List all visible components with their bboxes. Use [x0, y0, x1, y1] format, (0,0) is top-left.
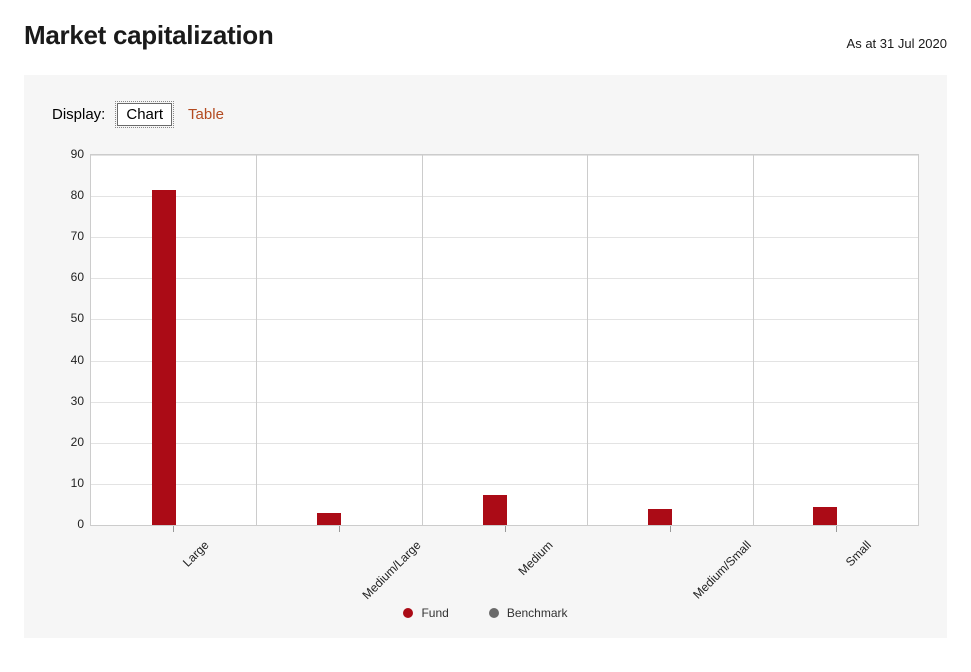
chart-gridline-h: [91, 443, 918, 444]
chart-gridline-v: [587, 155, 588, 525]
chart-gridline-h: [91, 484, 918, 485]
legend-swatch: [489, 608, 499, 618]
tab-chart[interactable]: Chart: [117, 103, 172, 126]
legend-label: Benchmark: [507, 606, 568, 620]
chart-y-tick-label: 50: [71, 311, 84, 325]
legend-swatch: [403, 608, 413, 618]
chart-x-axis: LargeMedium/LargeMediumMedium/SmallSmall: [90, 526, 919, 596]
chart-x-tick-label: Small: [843, 538, 874, 569]
chart-y-tick-label: 90: [71, 147, 84, 161]
chart-plot-area: [91, 155, 918, 525]
chart-gridline-h: [91, 237, 918, 238]
chart-y-tick-label: 20: [71, 435, 84, 449]
chart-y-tick-label: 0: [77, 517, 84, 531]
chart-y-tick-label: 70: [71, 229, 84, 243]
chart-x-tick-mark: [339, 526, 340, 532]
legend-item: Fund: [403, 606, 448, 620]
legend-label: Fund: [421, 606, 448, 620]
chart-y-tick-label: 60: [71, 270, 84, 284]
chart-gridline-v: [256, 155, 257, 525]
chart-x-tick-label: Large: [180, 538, 212, 570]
chart-x-tick-label: Medium/Large: [359, 538, 423, 602]
display-label: Display:: [52, 106, 105, 123]
chart-x-tick-mark: [836, 526, 837, 532]
chart-y-tick-label: 30: [71, 394, 84, 408]
legend-item: Benchmark: [489, 606, 568, 620]
chart-bar: [152, 190, 176, 525]
chart-y-axis: 0102030405060708090: [52, 154, 90, 524]
chart-bar: [648, 509, 672, 525]
chart-bar: [813, 507, 837, 526]
chart-x-tick-label: Medium/Small: [691, 538, 755, 602]
chart-x-tick-mark: [505, 526, 506, 532]
tab-table[interactable]: Table: [184, 104, 228, 125]
chart-gridline-h: [91, 278, 918, 279]
chart-x-tick-mark: [670, 526, 671, 532]
chart-x-tick-label: Medium: [515, 538, 555, 578]
chart-gridline-h: [91, 319, 918, 320]
chart-bar: [317, 513, 341, 525]
chart-gridline-h: [91, 402, 918, 403]
chart-panel: Display: Chart Table 0 10 20 30 40 50 60 70 80 90…: [24, 75, 947, 638]
chart-y-tick-label: 10: [71, 476, 84, 490]
chart-legend: Fund Benchmark: [52, 606, 919, 620]
chart-gridline-h: [91, 196, 918, 197]
chart-x-tick-mark: [173, 526, 174, 532]
chart-y-tick-label: 80: [71, 188, 84, 202]
chart-y-tick-label: 40: [71, 353, 84, 367]
chart-gridline-v: [753, 155, 754, 525]
page-title: Market capitalization: [24, 20, 273, 51]
chart-gridline-h: [91, 361, 918, 362]
chart-gridline-h: [91, 155, 918, 156]
chart-gridline-v: [422, 155, 423, 525]
as-at-date: As at 31 Jul 2020: [847, 36, 947, 51]
chart-bar: [483, 495, 507, 525]
